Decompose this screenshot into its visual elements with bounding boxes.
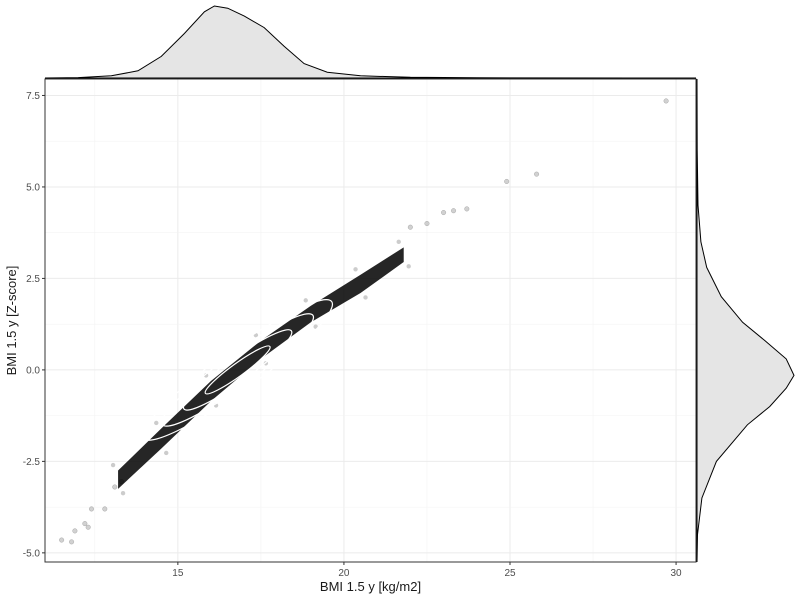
y-tick-label: -5.0 — [23, 548, 41, 559]
band-edge-point — [406, 264, 411, 269]
x-marginal-density — [44, 5, 697, 79]
scatter-point — [424, 220, 430, 227]
scatter-point — [118, 478, 124, 485]
density-contours — [142, 299, 334, 441]
y-density-curve — [696, 78, 795, 563]
band-edge-point — [363, 295, 368, 300]
scatter-point — [69, 539, 75, 545]
x-tick-label: 30 — [671, 568, 683, 579]
scatter-point — [464, 206, 470, 212]
scatter-point — [450, 208, 457, 214]
scatter-point — [59, 537, 65, 543]
scatter-point — [85, 524, 91, 530]
scatter-point — [407, 224, 413, 230]
density-contour-line — [182, 329, 293, 411]
density-contour-line — [204, 345, 271, 395]
y-tick-label: 2.5 — [26, 274, 40, 285]
scatter-point — [534, 171, 540, 177]
scatter-point — [663, 98, 669, 104]
x-tick-label: 20 — [338, 568, 350, 579]
y-tick-label: 5.0 — [26, 182, 40, 193]
x-tick-label: 25 — [504, 568, 516, 579]
band-edge-point — [120, 491, 126, 496]
density-contour-line — [161, 313, 315, 427]
y-axis: -5.0 -2.5 0.0 2.5 5.0 7.5 — [23, 91, 45, 559]
y-tick-label: 0.0 — [26, 365, 40, 376]
scatter-point — [504, 178, 510, 185]
y-axis-title: BMI 1.5 y [Z-score] — [4, 266, 19, 376]
x-axis-title: BMI 1.5 y [kg/m2] — [320, 579, 421, 594]
band-edge-point — [154, 420, 159, 426]
band-edge-point — [110, 462, 116, 468]
scatter-point — [112, 484, 118, 490]
y-tick-label: -2.5 — [23, 457, 41, 468]
scatter-point — [102, 506, 108, 512]
scatter-points — [59, 98, 669, 545]
band-edge-point — [303, 298, 308, 303]
plot-panel — [44, 78, 697, 563]
scatter-point — [72, 528, 78, 534]
band-edge-point — [396, 239, 401, 245]
y-marginal-density — [696, 78, 795, 563]
x-tick-label: 15 — [172, 568, 184, 579]
x-axis: 15 20 25 30 — [172, 562, 682, 579]
grid-lines — [45, 79, 696, 562]
panel-background — [45, 79, 696, 562]
scatter-point — [82, 521, 88, 527]
y-tick-label: 7.5 — [26, 91, 40, 102]
scatter-point — [88, 506, 95, 512]
band-edge-point — [164, 450, 169, 456]
scatter-point — [441, 210, 447, 216]
band-edge-point — [353, 267, 358, 272]
density-contour-line — [142, 299, 334, 441]
panel-border — [44, 78, 697, 563]
x-density-curve — [44, 5, 697, 79]
